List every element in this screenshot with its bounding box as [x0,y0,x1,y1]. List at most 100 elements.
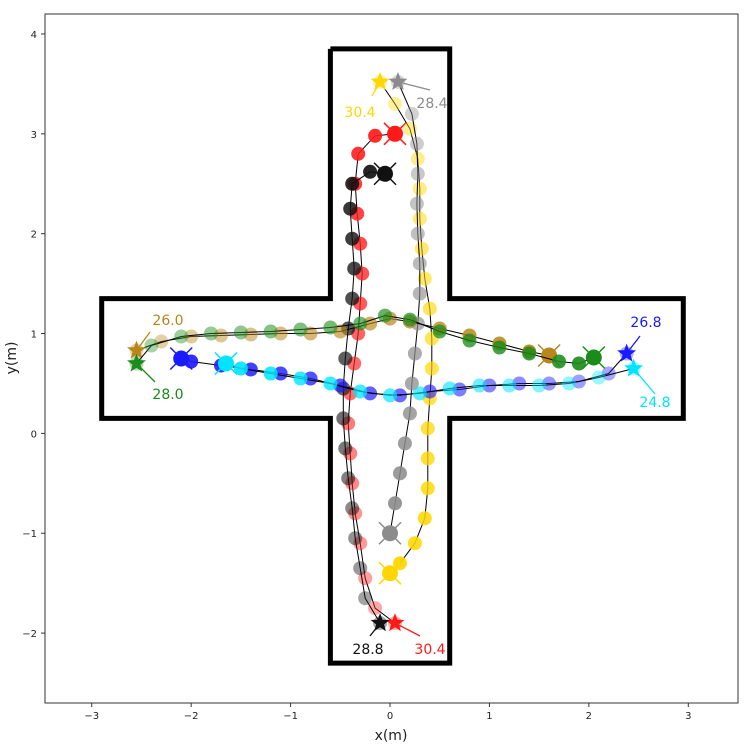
data-point [378,308,392,323]
x-axis-ticks: −3 −2 −1 0 1 2 3 [84,703,691,722]
data-point [412,256,427,271]
data-point [323,376,338,391]
data-point [345,176,360,191]
data-point [293,371,308,386]
data-point [363,164,378,179]
data-point [348,506,363,521]
annotation-label: 24.8 [639,395,670,411]
annotation-leader [626,335,641,354]
data-point [492,340,507,355]
data-point [323,320,338,335]
data-point [263,366,278,381]
data-point [412,286,427,301]
annotation-label: 26.8 [630,315,661,331]
data-point [214,328,228,343]
data-point [154,334,169,349]
data-point [393,466,407,481]
data-point [144,338,159,353]
x-tick-label: −1 [283,711,298,722]
start-star [385,613,405,632]
data-point [273,366,288,381]
data-point [345,291,360,306]
data-point [432,324,447,339]
data-point [442,381,457,396]
data-point [363,316,378,331]
y-tick-label: 3 [31,130,37,141]
data-point [347,261,362,276]
start-star [388,71,408,90]
boundary-walls [99,46,686,666]
plot-area [44,13,739,704]
data-point [343,201,358,216]
data-point [204,326,218,341]
data-point [388,96,402,111]
data-point [409,196,424,211]
data-point [348,531,363,546]
start-star [370,613,390,632]
goal-marker-leg [383,122,407,146]
annotation-label: 28.4 [416,96,447,112]
data-point [402,312,417,327]
x-tick-label: 0 [387,711,393,722]
data-point [412,211,427,226]
start-star [370,71,390,90]
y-tick-label: 1 [31,330,37,341]
annotation-leader [397,81,431,91]
annotation-leader [135,331,151,351]
data-point [404,106,419,121]
data-point [233,361,248,376]
y-tick-label: −1 [22,529,37,540]
data-point [552,354,566,369]
boundary-wall [99,46,686,666]
data-point [358,591,373,606]
annotation-label: 28.0 [152,387,183,403]
x-tick-label: −2 [184,711,199,722]
x-tick-label: −3 [84,711,99,722]
data-point [388,496,402,511]
annotation-leader [371,81,381,97]
data-point [407,346,422,361]
x-axis-label: x(m) [375,728,408,744]
data-point [502,378,517,393]
data-point [353,384,368,399]
data-point [412,181,427,196]
data-point [420,451,435,466]
data-point [338,441,353,456]
data-point [338,351,353,366]
annotation-label: 30.4 [414,642,445,658]
data-point [417,511,432,526]
series-7 [127,308,606,372]
data-point [353,561,368,576]
data-point [409,136,424,151]
series-3 [378,71,427,545]
annotation-leader [369,622,381,637]
annotation-leader [394,622,421,637]
annotation-label: 26.0 [152,313,183,329]
data-point [532,378,547,393]
trajectories [127,71,644,632]
data-point [420,421,435,436]
data-point [341,471,356,486]
data-point [420,481,435,496]
data-point [402,406,417,421]
data-point [472,378,487,393]
data-point [542,376,557,391]
goal-marker-leg [582,345,606,370]
start-star [624,358,644,377]
goal-marker-leg [537,343,561,368]
data-point [410,166,425,181]
data-point [174,329,189,344]
data-point [243,327,258,342]
data-point [417,271,432,286]
x-tick-label: 2 [586,711,592,722]
data-point [233,325,248,340]
annotation-label: 30.4 [344,105,375,121]
annotations: 30.4 28.8 30.4 28.4 26.8 24.8 26.0 28.0 [135,81,671,658]
goal-marker-leg [214,351,238,376]
data-point [383,388,397,403]
x-tick-label: 3 [685,711,691,722]
data-point [345,231,360,246]
y-axis-label: y(m) [4,342,20,375]
goal-marker-leg [378,521,402,545]
